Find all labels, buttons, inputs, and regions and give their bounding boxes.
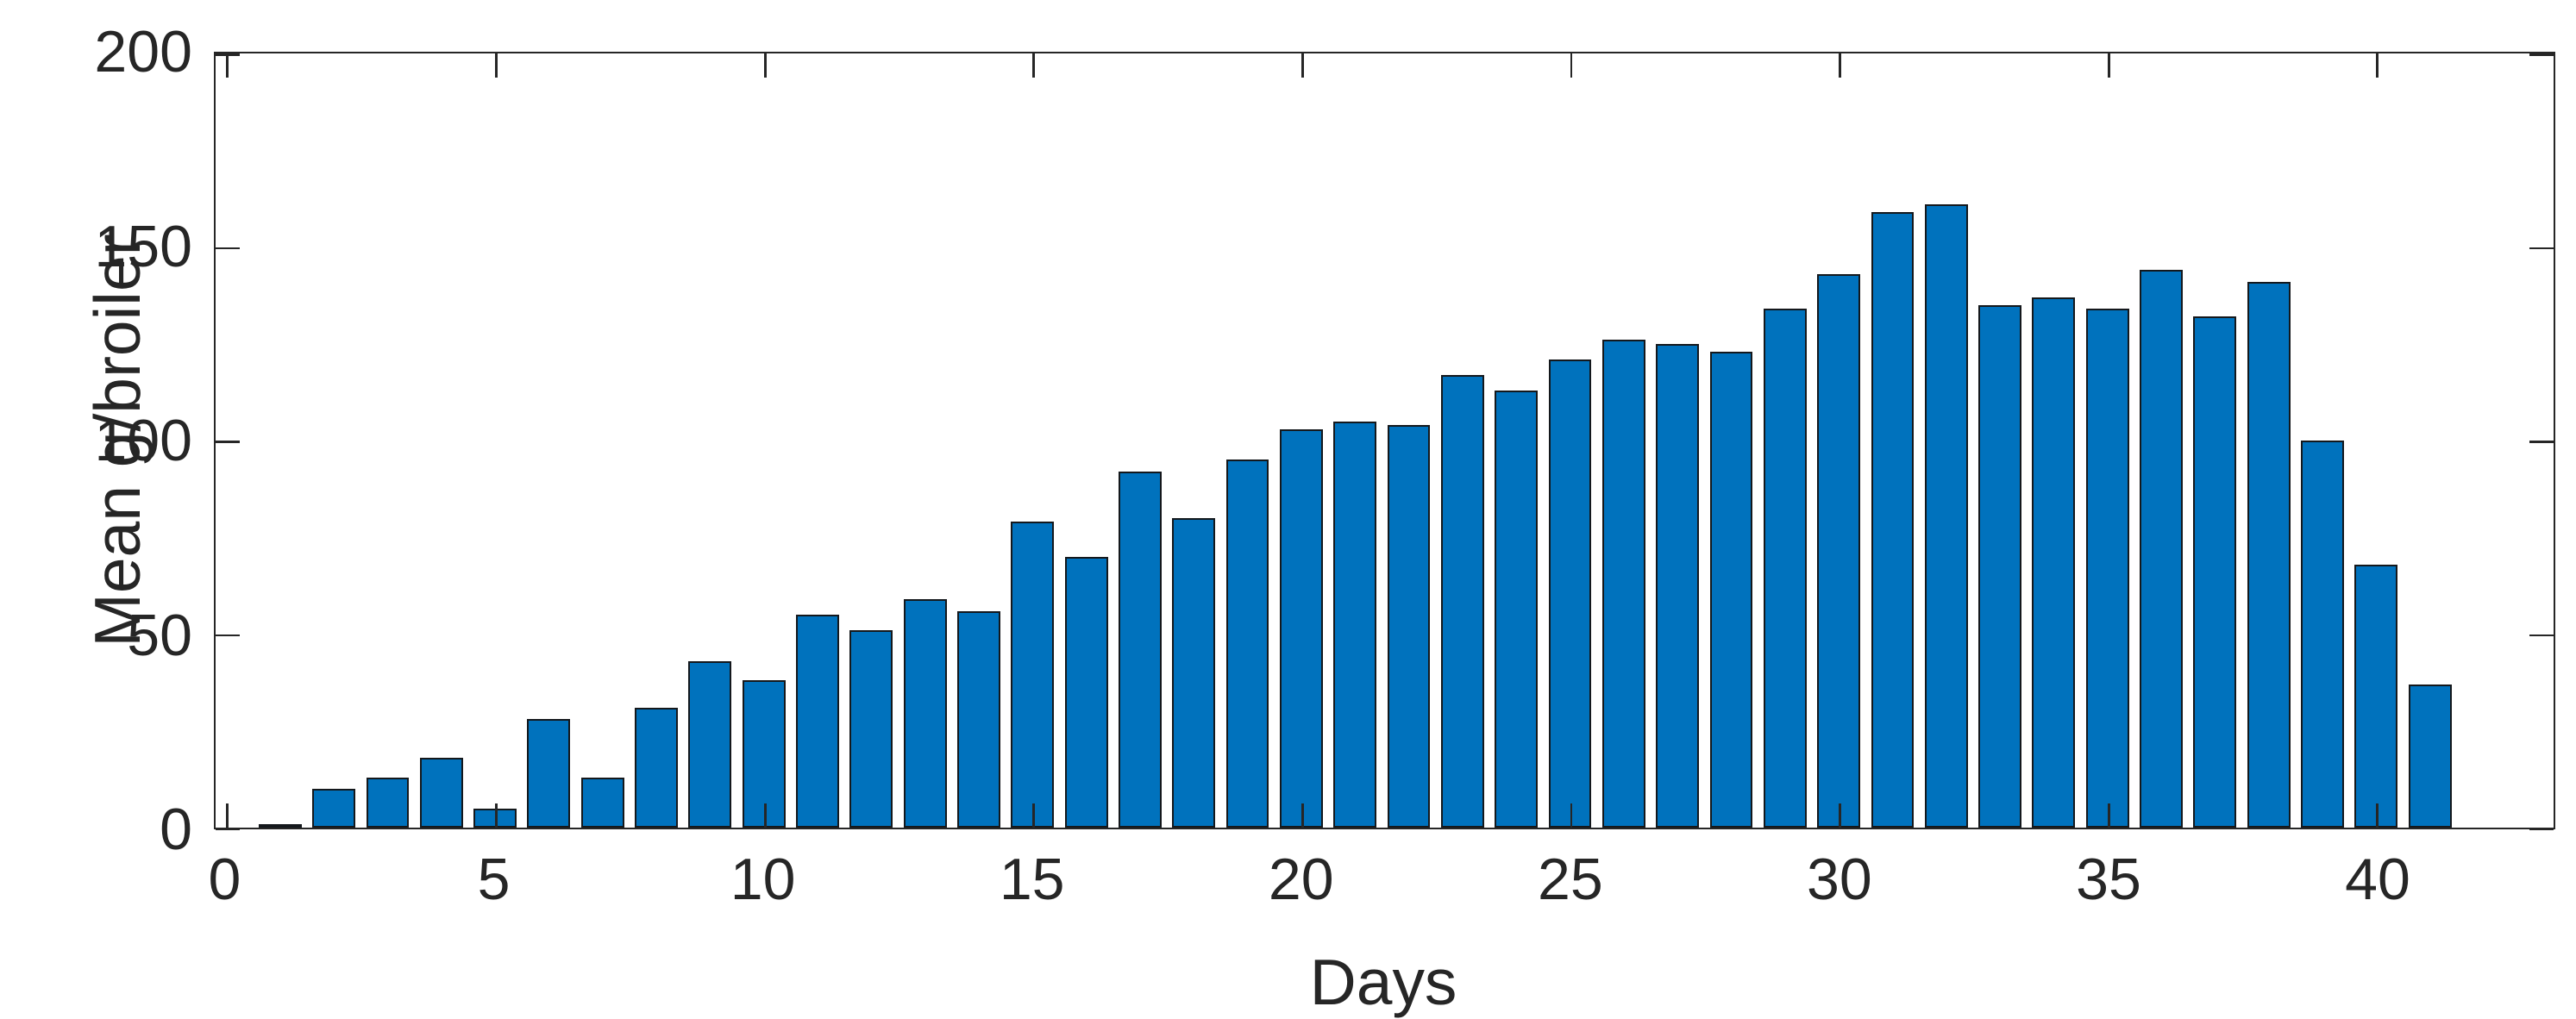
x-tick-10-bottom xyxy=(764,803,767,828)
x-tick-30-bottom xyxy=(1839,803,1841,828)
x-tick-35-bottom xyxy=(2108,803,2110,828)
x-tick-label-10: 10 xyxy=(730,846,796,913)
x-tick-5-top xyxy=(495,53,498,78)
bar-day-11 xyxy=(796,615,839,828)
x-tick-25-top xyxy=(1570,53,1573,78)
x-tick-0-bottom xyxy=(226,803,229,828)
bar-day-7 xyxy=(581,778,624,828)
bar-day-25 xyxy=(1549,359,1592,828)
y-tick-label-200: 200 xyxy=(0,18,192,85)
x-tick-label-20: 20 xyxy=(1269,846,1334,913)
bar-day-16 xyxy=(1065,557,1108,828)
x-tick-20-top xyxy=(1301,53,1304,78)
bar-day-3 xyxy=(367,778,410,828)
x-axis-title: Days xyxy=(1310,945,1457,1019)
x-tick-10-top xyxy=(764,53,767,78)
x-tick-label-25: 25 xyxy=(1538,846,1603,913)
bar-day-17 xyxy=(1119,472,1162,828)
bar-day-8 xyxy=(635,708,678,828)
bar-day-38 xyxy=(2247,282,2291,828)
y-tick-0-left xyxy=(216,828,240,830)
y-tick-150-left xyxy=(216,247,240,250)
bar-day-4 xyxy=(420,758,463,828)
x-tick-25-bottom xyxy=(1570,803,1573,828)
x-tick-0-top xyxy=(226,53,229,78)
bar-day-13 xyxy=(904,599,947,828)
bar-day-14 xyxy=(957,611,1000,828)
x-tick-20-bottom xyxy=(1301,803,1304,828)
bar-day-1 xyxy=(259,824,302,828)
y-tick-100-right xyxy=(2529,441,2554,443)
bar-day-27 xyxy=(1656,344,1699,828)
bar-day-41 xyxy=(2409,685,2452,828)
bar-day-20 xyxy=(1280,429,1323,828)
bar-day-12 xyxy=(849,630,893,828)
bar-day-33 xyxy=(1978,305,2021,828)
bar-day-22 xyxy=(1388,425,1431,828)
x-tick-label-35: 35 xyxy=(2076,846,2141,913)
bar-day-2 xyxy=(312,789,355,828)
bar-day-24 xyxy=(1495,391,1538,828)
y-tick-100-left xyxy=(216,441,240,443)
x-tick-15-bottom xyxy=(1032,803,1035,828)
bar-day-35 xyxy=(2086,309,2129,828)
bar-day-32 xyxy=(1925,204,1968,828)
x-tick-5-bottom xyxy=(495,803,498,828)
bar-day-23 xyxy=(1441,375,1484,828)
bar-day-30 xyxy=(1817,274,1860,828)
bar-day-21 xyxy=(1333,422,1376,828)
bar-day-34 xyxy=(2032,297,2075,828)
bar-day-37 xyxy=(2193,316,2236,828)
bar-day-31 xyxy=(1871,212,1915,828)
bar-day-28 xyxy=(1710,352,1753,828)
x-tick-40-top xyxy=(2376,53,2379,78)
y-tick-150-right xyxy=(2529,247,2554,250)
x-tick-35-top xyxy=(2108,53,2110,78)
bar-day-9 xyxy=(688,661,731,828)
y-tick-50-right xyxy=(2529,635,2554,637)
bar-day-19 xyxy=(1226,459,1269,828)
bar-day-29 xyxy=(1764,309,1807,828)
y-axis-title: Mean g/broiler xyxy=(80,234,154,647)
x-tick-label-40: 40 xyxy=(2345,846,2410,913)
x-tick-label-30: 30 xyxy=(1807,846,1872,913)
x-tick-30-top xyxy=(1839,53,1841,78)
x-tick-label-5: 5 xyxy=(478,846,511,913)
x-tick-label-0: 0 xyxy=(209,846,241,913)
bar-day-36 xyxy=(2140,270,2183,828)
bar-day-15 xyxy=(1011,522,1054,828)
y-tick-200-right xyxy=(2529,53,2554,56)
plot-area xyxy=(214,52,2555,829)
y-tick-label-0: 0 xyxy=(0,796,192,863)
x-tick-40-bottom xyxy=(2376,803,2379,828)
bar-day-26 xyxy=(1602,340,1645,828)
bar-day-40 xyxy=(2354,565,2397,828)
bar-day-39 xyxy=(2301,441,2344,828)
y-tick-200-left xyxy=(216,53,240,56)
y-tick-0-right xyxy=(2529,828,2554,830)
bar-day-18 xyxy=(1172,518,1215,828)
x-tick-label-15: 15 xyxy=(1000,846,1065,913)
bar-day-6 xyxy=(527,719,570,828)
y-tick-50-left xyxy=(216,635,240,637)
x-tick-15-top xyxy=(1032,53,1035,78)
